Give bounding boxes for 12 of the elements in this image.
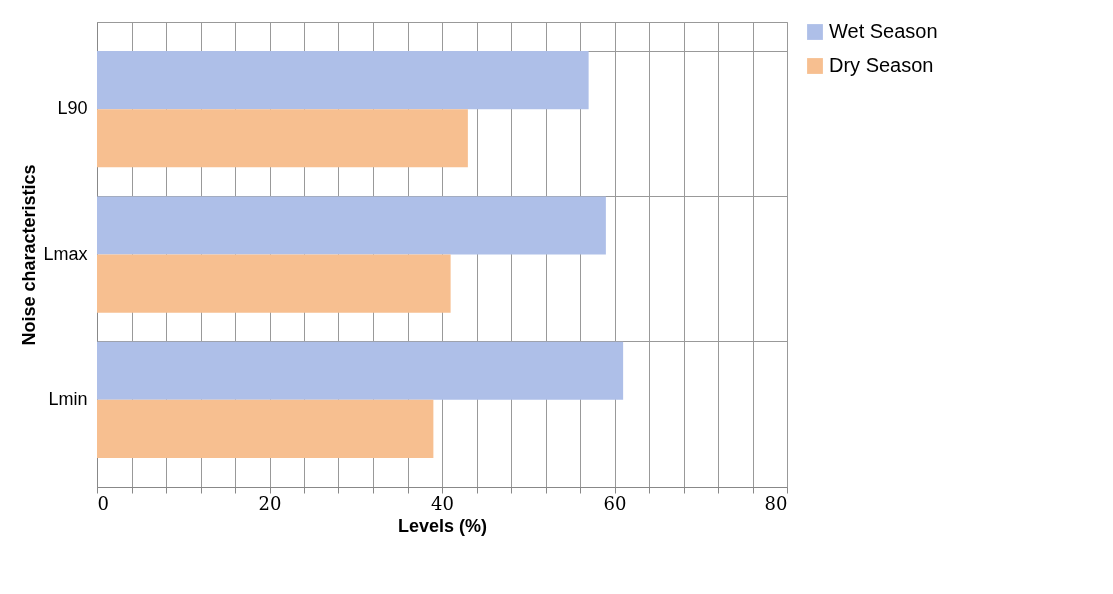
y-tick-label: Lmin	[48, 388, 88, 409]
x-tick-label: 80	[764, 492, 788, 514]
x-axis-title: Levels (%)	[397, 515, 488, 536]
x-tick-label: 60	[603, 492, 627, 514]
x-tick-label: 20	[258, 492, 282, 514]
y-axis-title: Noise characteristics	[19, 164, 40, 346]
x-tick-label: 0	[97, 492, 109, 514]
x-tick-label: 40	[431, 492, 454, 514]
legend-label: Dry Season	[829, 54, 934, 76]
legend-label: Wet Season	[829, 20, 938, 42]
y-tick-label: Lmax	[43, 243, 88, 264]
y-tick-label: L90	[57, 98, 88, 119]
